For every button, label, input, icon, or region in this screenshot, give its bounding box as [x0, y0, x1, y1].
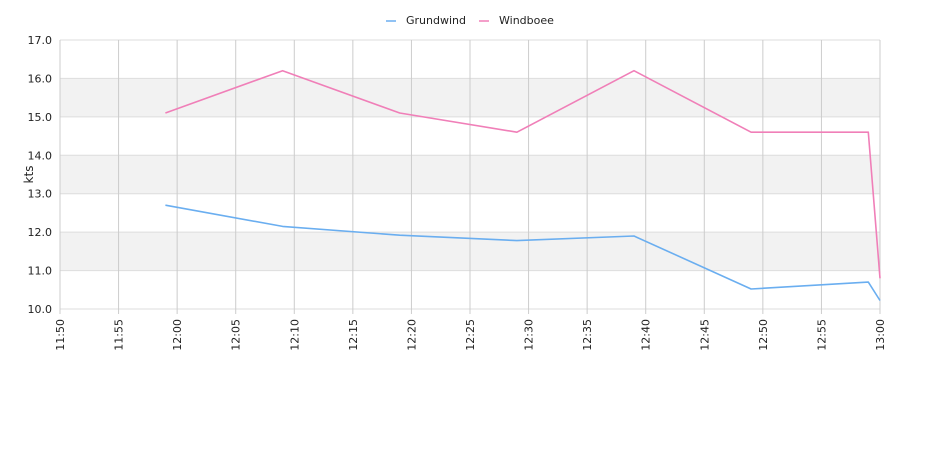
x-tick-label: 12:10 [288, 319, 301, 351]
x-tick-label: 12:40 [640, 319, 653, 351]
y-tick-label: 15.0 [28, 111, 53, 124]
x-tick-label: 12:50 [757, 319, 770, 351]
x-tick-label: 12:45 [698, 319, 711, 351]
grid-lines [59, 39, 881, 314]
y-tick-label: 16.0 [28, 72, 53, 85]
y-axis-title: kts [22, 166, 36, 184]
x-tick-label: 11:55 [113, 319, 126, 351]
y-tick-label: 17.0 [28, 34, 53, 47]
y-tick-label: 11.0 [28, 265, 53, 278]
y-tick-label: 12.0 [28, 226, 53, 239]
y-tick-label: 13.0 [28, 188, 53, 201]
x-tick-label: 12:55 [815, 319, 828, 351]
x-axis: 11:50 11:55 12:00 12:05 12:10 12:15 12:20 12:25… [54, 319, 887, 351]
x-tick-label: 12:20 [405, 319, 418, 351]
x-tick-label: 12:35 [581, 319, 594, 351]
legend: Grundwind Windboee [386, 14, 554, 27]
series-group [165, 69, 881, 301]
x-tick-label: 12:30 [523, 319, 536, 351]
legend-label-windboee: Windboee [499, 14, 554, 27]
y-tick-label: 10.0 [28, 303, 53, 316]
x-tick-label: 12:15 [347, 319, 360, 351]
x-tick-label: 12:00 [171, 319, 184, 351]
legend-label-grundwind: Grundwind [406, 14, 466, 27]
x-tick-label: 11:50 [54, 319, 67, 351]
y-tick-label: 14.0 [28, 149, 53, 162]
series-line-windboee [165, 69, 881, 279]
x-tick-label: 13:00 [874, 319, 887, 351]
y-axis: 10.0 11.0 12.0 13.0 14.0 15.0 16.0 17.0 [28, 34, 53, 316]
series-line-grundwind [165, 204, 881, 301]
x-tick-label: 12:25 [464, 319, 477, 351]
x-tick-label: 12:05 [230, 319, 243, 351]
